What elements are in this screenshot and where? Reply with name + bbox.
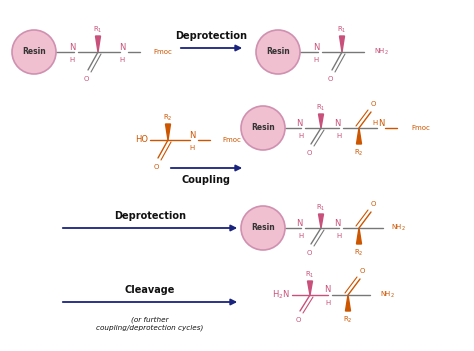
Text: R$_2$: R$_2$	[163, 113, 173, 123]
Text: Resin: Resin	[251, 124, 275, 132]
Text: NH$_2$: NH$_2$	[374, 47, 389, 57]
Text: O: O	[306, 250, 312, 256]
Text: O: O	[370, 201, 376, 207]
Text: N: N	[119, 42, 125, 52]
Text: N: N	[378, 119, 384, 127]
Text: N: N	[334, 219, 340, 227]
Text: R$_1$: R$_1$	[93, 25, 103, 35]
Text: HO: HO	[135, 135, 148, 145]
Text: H$_2$N: H$_2$N	[272, 289, 290, 301]
Text: Deprotection: Deprotection	[175, 31, 247, 41]
Text: H: H	[313, 57, 319, 63]
Text: H: H	[190, 145, 195, 151]
Text: O: O	[370, 101, 376, 107]
Text: N: N	[296, 219, 302, 227]
Text: Fmoc: Fmoc	[153, 49, 172, 55]
Polygon shape	[356, 228, 362, 244]
Text: R$_2$: R$_2$	[354, 248, 364, 258]
Polygon shape	[165, 124, 171, 140]
Text: Cleavage: Cleavage	[125, 285, 175, 295]
Polygon shape	[356, 128, 362, 144]
Text: H: H	[298, 133, 304, 139]
Text: O: O	[328, 76, 333, 82]
Text: O: O	[83, 76, 89, 82]
Text: H: H	[337, 233, 342, 239]
Text: N: N	[296, 119, 302, 127]
Text: N: N	[313, 42, 319, 52]
Text: Deprotection: Deprotection	[114, 211, 186, 221]
Text: R$_1$: R$_1$	[316, 203, 326, 213]
Text: O: O	[153, 164, 159, 170]
Text: H: H	[337, 133, 342, 139]
Polygon shape	[319, 114, 323, 128]
Text: Resin: Resin	[266, 47, 290, 57]
Text: R$_1$: R$_1$	[305, 270, 315, 280]
Text: O: O	[359, 268, 365, 274]
Text: H: H	[325, 300, 331, 306]
Circle shape	[241, 206, 285, 250]
Circle shape	[256, 30, 300, 74]
Text: H: H	[373, 120, 378, 126]
Text: H: H	[298, 233, 304, 239]
Text: Resin: Resin	[251, 224, 275, 232]
Text: NH$_2$: NH$_2$	[391, 223, 406, 233]
Text: NH$_2$: NH$_2$	[380, 290, 395, 300]
Polygon shape	[346, 295, 350, 311]
Text: N: N	[334, 119, 340, 127]
Text: Fmoc: Fmoc	[411, 125, 430, 131]
Text: Fmoc: Fmoc	[222, 137, 241, 143]
Text: Resin: Resin	[22, 47, 46, 57]
Text: O: O	[306, 150, 312, 156]
Text: R$_2$: R$_2$	[354, 148, 364, 158]
Polygon shape	[95, 36, 100, 52]
Text: R$_1$: R$_1$	[337, 25, 347, 35]
Text: N: N	[324, 285, 330, 294]
Polygon shape	[308, 281, 312, 295]
Text: O: O	[295, 317, 301, 323]
Text: H: H	[119, 57, 125, 63]
Circle shape	[241, 106, 285, 150]
Circle shape	[12, 30, 56, 74]
Text: R$_1$: R$_1$	[316, 103, 326, 113]
Polygon shape	[319, 214, 323, 228]
Text: N: N	[69, 42, 75, 52]
Text: R$_2$: R$_2$	[343, 315, 353, 325]
Text: (or further
coupling/deprotection cycles): (or further coupling/deprotection cycles…	[96, 316, 204, 331]
Text: N: N	[189, 131, 195, 139]
Text: Coupling: Coupling	[182, 175, 231, 185]
Text: H: H	[69, 57, 74, 63]
Polygon shape	[339, 36, 345, 52]
